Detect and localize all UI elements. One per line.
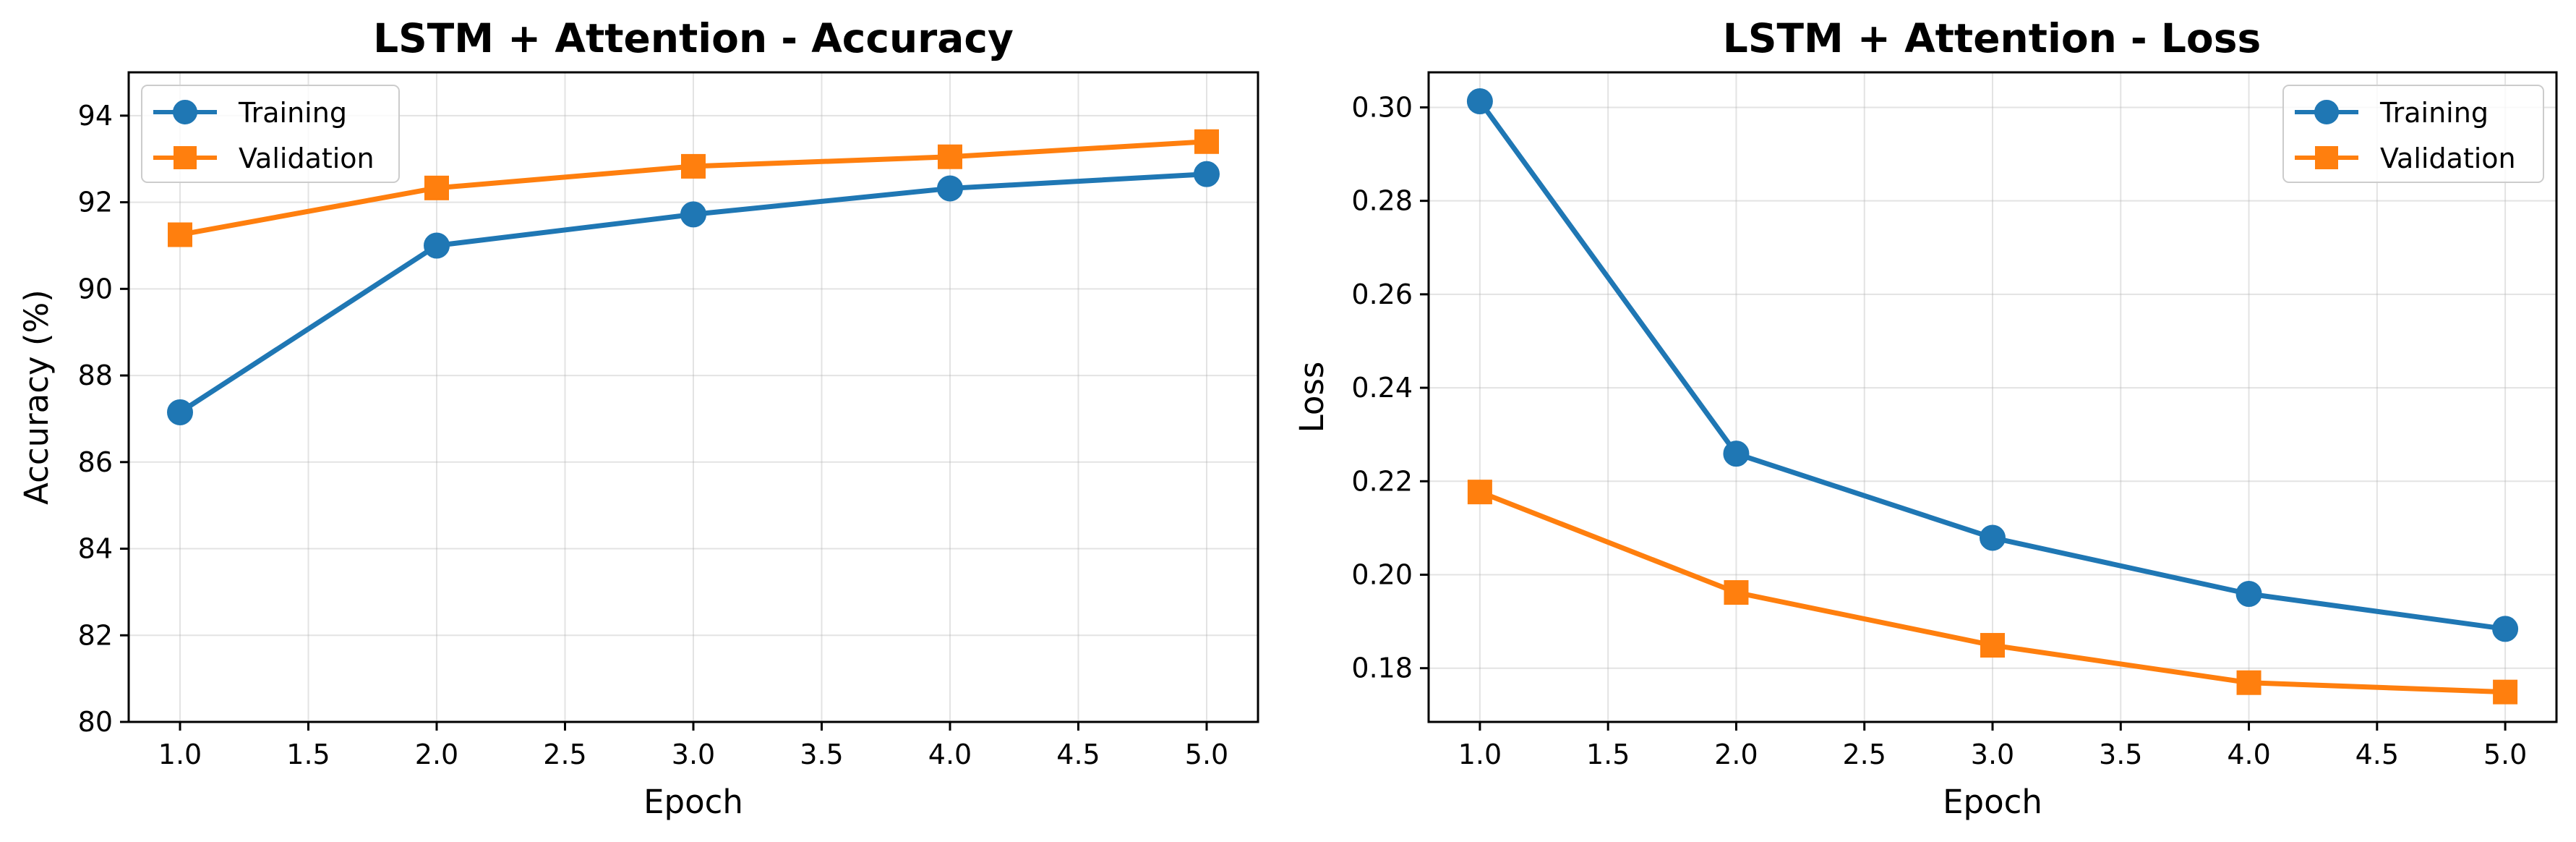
accuracy-validation-point xyxy=(424,175,449,200)
loss-validation-point xyxy=(1724,580,1749,605)
accuracy-chart: LSTM + Attention - Accuracy 1.0 1.5 2.0 2.5… xyxy=(17,15,1259,821)
accuracy-training-point xyxy=(937,175,963,202)
loss-x-tick-label: 2.0 xyxy=(1714,739,1758,770)
accuracy-validation-point xyxy=(1194,129,1219,154)
accuracy-x-axis-label: Epoch xyxy=(643,783,743,821)
accuracy-training-point xyxy=(1194,161,1220,187)
accuracy-legend-validation-label: Validation xyxy=(239,143,375,174)
accuracy-legend-training-marker xyxy=(173,100,197,124)
loss-x-tick-label: 1.0 xyxy=(1458,739,1502,770)
accuracy-gridlines xyxy=(129,72,1258,723)
loss-y-tick-label: 0.26 xyxy=(1351,278,1413,310)
loss-x-tick-label: 3.0 xyxy=(1971,739,2014,770)
loss-x-tick-label: 4.0 xyxy=(2227,739,2270,770)
accuracy-training-point xyxy=(167,399,193,425)
accuracy-x-tick-label: 4.5 xyxy=(1056,739,1100,770)
accuracy-series xyxy=(167,129,1220,425)
accuracy-x-tick-label: 4.0 xyxy=(928,739,972,770)
loss-series xyxy=(1466,88,2519,705)
loss-legend-validation-marker xyxy=(2315,146,2338,169)
accuracy-validation-point xyxy=(681,153,706,179)
loss-training-point xyxy=(1723,441,1750,467)
loss-chart-title: LSTM + Attention - Loss xyxy=(1723,15,2261,61)
loss-x-tick-label: 4.5 xyxy=(2355,739,2399,770)
accuracy-x-tick-label: 3.5 xyxy=(800,739,843,770)
loss-x-tick-label: 5.0 xyxy=(2483,739,2527,770)
accuracy-x-tick-label: 5.0 xyxy=(1185,739,1228,770)
loss-legend-training-marker xyxy=(2314,100,2339,124)
loss-legend: Training Validation xyxy=(2282,85,2544,183)
loss-y-tick-label: 0.24 xyxy=(1351,372,1413,404)
loss-y-tick-label: 0.22 xyxy=(1351,465,1413,497)
accuracy-training-point xyxy=(424,232,450,259)
accuracy-y-tick-label: 82 xyxy=(78,619,113,651)
accuracy-x-tick-label: 2.0 xyxy=(415,739,458,770)
accuracy-validation-point xyxy=(168,222,192,247)
accuracy-y-tick-label: 92 xyxy=(78,187,113,218)
loss-ticks: 1.0 1.5 2.0 2.5 3.0 3.5 4.0 4.5 5.0 0.18 0.20 0.22 0… xyxy=(1351,91,2527,770)
loss-training-point xyxy=(1980,524,2006,551)
accuracy-legend-validation-marker xyxy=(174,146,197,169)
loss-training-point xyxy=(2235,580,2262,607)
accuracy-y-tick-label: 88 xyxy=(78,360,113,391)
accuracy-x-tick-label: 1.0 xyxy=(158,739,202,770)
accuracy-legend: Training Validation xyxy=(141,85,400,183)
accuracy-chart-title: LSTM + Attention - Accuracy xyxy=(373,15,1014,61)
accuracy-validation-point xyxy=(938,144,962,169)
loss-training-point xyxy=(1466,88,1493,115)
loss-y-axis-label: Loss xyxy=(1293,362,1331,433)
loss-x-tick-label: 1.5 xyxy=(1586,739,1630,770)
accuracy-y-tick-label: 84 xyxy=(78,533,113,565)
accuracy-y-tick-label: 94 xyxy=(78,100,113,132)
accuracy-legend-training-label: Training xyxy=(238,97,347,129)
loss-x-axis-label: Epoch xyxy=(1943,783,2042,821)
loss-validation-point xyxy=(2236,670,2262,695)
accuracy-training-point xyxy=(680,201,706,228)
accuracy-x-tick-label: 1.5 xyxy=(286,739,330,770)
loss-legend-validation-label: Validation xyxy=(2380,143,2516,174)
loss-legend-training-label: Training xyxy=(2379,97,2489,129)
loss-y-tick-label: 0.18 xyxy=(1351,652,1413,684)
loss-y-tick-label: 0.20 xyxy=(1351,558,1413,590)
accuracy-y-tick-label: 80 xyxy=(78,706,113,738)
accuracy-y-tick-label: 90 xyxy=(78,273,113,305)
loss-x-tick-label: 3.5 xyxy=(2099,739,2142,770)
accuracy-y-axis-label: Accuracy (%) xyxy=(17,289,56,505)
loss-y-tick-label: 0.30 xyxy=(1351,91,1413,123)
loss-chart: LSTM + Attention - Loss 1.0 1.5 2.0 2.5 3.0 3… xyxy=(1293,15,2558,821)
accuracy-ticks: 1.0 1.5 2.0 2.5 3.0 3.5 4.0 4.5 5.0 80 82 84 86 88 90 9… xyxy=(78,100,1229,770)
loss-validation-point xyxy=(1980,633,2005,658)
loss-validation-point xyxy=(2493,679,2518,705)
accuracy-y-tick-label: 86 xyxy=(78,446,113,478)
accuracy-x-tick-label: 3.0 xyxy=(672,739,715,770)
loss-y-tick-label: 0.28 xyxy=(1351,185,1413,217)
loss-validation-point xyxy=(1467,480,1492,505)
loss-training-point xyxy=(2492,616,2519,642)
accuracy-x-tick-label: 2.5 xyxy=(543,739,586,770)
loss-x-tick-label: 2.5 xyxy=(1843,739,1886,770)
